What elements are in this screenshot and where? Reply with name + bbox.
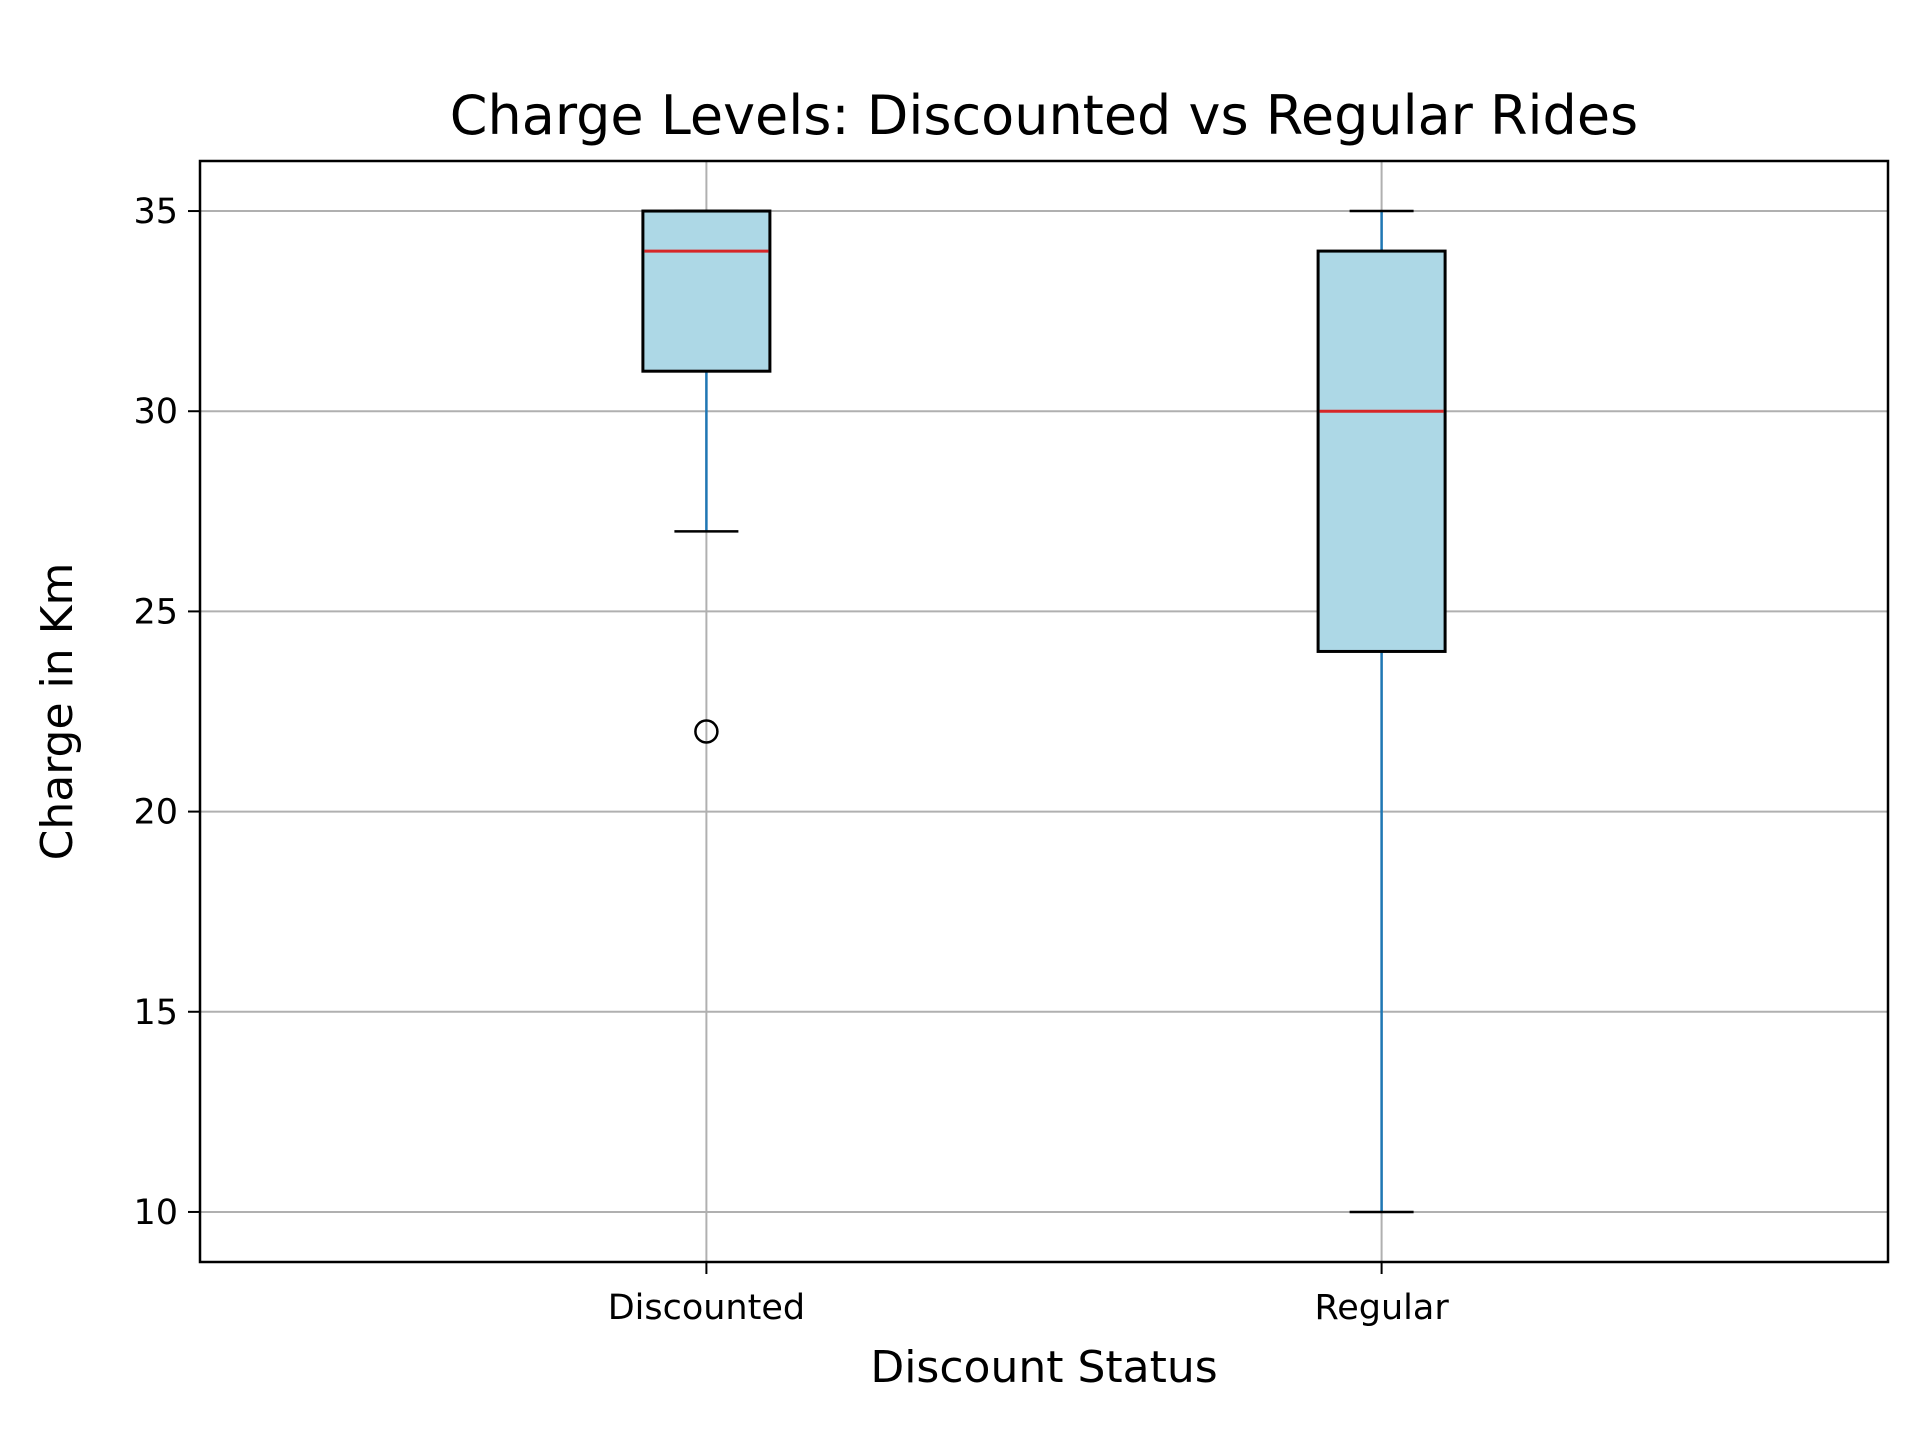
y-tick-label: 20 xyxy=(133,793,178,833)
x-tick-label: Regular xyxy=(1314,1288,1449,1328)
x-tick-label: Discounted xyxy=(608,1288,805,1328)
box-discounted xyxy=(641,209,772,744)
axis-ticks: 10 15 20 25 30 35 Discounted Regular xyxy=(133,192,1449,1328)
iqr-box xyxy=(1316,249,1447,653)
y-tick-label: 10 xyxy=(133,1193,178,1233)
y-axis-title: Charge in Km xyxy=(32,563,83,861)
box-plots xyxy=(641,209,1447,1214)
box-regular xyxy=(1316,209,1447,1214)
y-tick-label: 25 xyxy=(133,592,178,632)
x-axis-title: Discount Status xyxy=(870,1342,1217,1393)
plot-area-frame xyxy=(198,159,1890,1264)
chart-title: Charge Levels: Discounted vs Regular Rid… xyxy=(450,84,1638,147)
iqr-box xyxy=(641,209,772,373)
y-tick-label: 35 xyxy=(133,192,178,232)
y-tick-label: 15 xyxy=(133,993,178,1033)
y-tick-label: 30 xyxy=(133,392,178,432)
outlier-point xyxy=(694,719,719,744)
